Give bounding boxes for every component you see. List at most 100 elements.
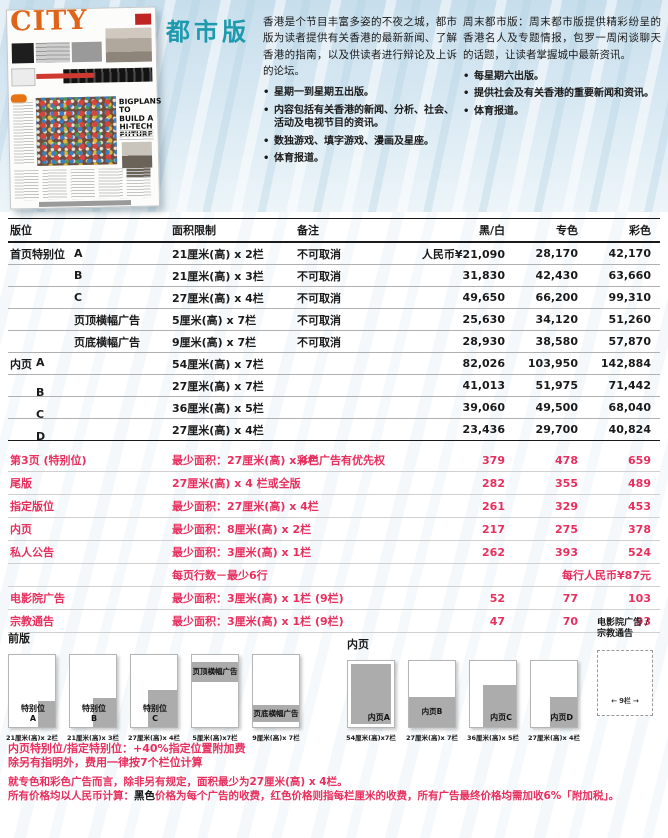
diagram-caption: 21厘米(高)x 2栏 <box>6 734 58 742</box>
price-bw-cell: 261 <box>482 499 505 513</box>
cinema-label-line1: 电影院广告 / <box>597 618 649 628</box>
position-subletter: D <box>36 429 46 443</box>
position-cell: 私人公告 <box>10 546 54 559</box>
price-spot-cell: 103,950 <box>527 357 578 370</box>
size-limit-cell: 5厘米(高) x 7栏 <box>172 313 257 327</box>
remark-cell: 不可取消 <box>297 269 341 283</box>
ad-area-shade <box>253 704 299 722</box>
inner-diagram-row: 内页A 54厘米(高)x7栏 内页B 27厘米(高)x 7栏 内页C 36厘米(高)x 5… <box>346 660 592 742</box>
page-diagram: 内页C 36厘米(高)x 5栏 <box>467 660 519 742</box>
newspaper-photo <box>105 27 153 63</box>
arrow-right-icon: → <box>632 696 639 705</box>
rate-row: 页顶横幅广告 5厘米(高) x 7栏 不可取消 25,630 34,120 51,260 <box>8 309 660 331</box>
diagram-caption: 27厘米(高)x 4栏 <box>128 734 180 742</box>
weekday-edition-description: 香港是个节目丰富多姿的不夜之城，都市版为读者提供有关香港的最新新闻、了解香港的指… <box>263 14 457 166</box>
price-color-cell: 42,170 <box>608 247 651 260</box>
page-diagram: 特别位 A 21厘米(高)x 2栏 <box>6 654 58 742</box>
position-label: 首页特别位 <box>10 247 65 261</box>
size-limit-cell: 9厘米(高) x 7栏 <box>172 335 257 349</box>
list-item: 体育报道。 <box>263 152 457 166</box>
size-limit-cell: 最少面积：3厘米(高) x 1栏 (9栏) <box>172 592 344 605</box>
weekday-intro: 香港是个节目丰富多姿的不夜之城，都市版为读者提供有关香港的最新新闻、了解香港的指… <box>263 16 457 77</box>
price-color-cell: 524 <box>628 545 651 559</box>
diagram-label: 内页D <box>550 713 573 722</box>
rate-row: 宗教通告 最少面积：3厘米(高) x 1栏 (9栏) 47 70 93 <box>8 610 660 633</box>
position-cell: 尾版 <box>10 477 32 490</box>
footnote-suffix: 价格则指每栏厘米的收费，所有广告最终价格均需加收6%「附加税」。 <box>291 789 620 802</box>
footnotes: 就专色和彩色广告而言，除非另有规定，面积最少为27厘米(高) x 4栏。 所有价… <box>8 776 663 803</box>
page-diagram-box: 特别位 B <box>69 654 117 728</box>
remark-cell: 不可取消 <box>297 335 341 349</box>
cinema-religious-diagram: 电影院广告 / 宗教通告 ← 9栏 → <box>597 618 659 716</box>
ad-area-shade <box>409 696 455 727</box>
rate-row: 第3页 (特别位) 最少面积：27厘米(高) x 4栏 彩色广告有优先权 379 478… <box>8 449 660 472</box>
newspaper-footer-bar <box>38 200 132 207</box>
newspaper-thumbnail: CITY BIGPLANS TO BUILD A HI-TECH FUTURE <box>5 4 161 210</box>
list-item: 数独游戏、填字游戏、漫画及星座。 <box>263 135 457 149</box>
page-diagram-box: 特别位 A <box>8 654 56 728</box>
ad-area-shade <box>482 684 516 727</box>
rate-row: 私人公告 最少面积：3厘米(高) x 1栏 262 393 524 <box>8 541 660 564</box>
position-subletter: B <box>36 385 45 399</box>
page-diagram-box: 内页C <box>469 660 517 728</box>
newspaper-front-page: CITY BIGPLANS TO BUILD A HI-TECH FUTURE <box>5 4 161 210</box>
rate-rows-red-section: 第3页 (特别位) 最少面积：27厘米(高) x 4栏 彩色广告有优先权 379 478… <box>8 449 660 633</box>
rate-row: C 27厘米(高) x 4栏 不可取消 49,650 66,200 99,310 <box>8 287 660 309</box>
size-limit-cell: 27厘米(高) x 4栏 <box>172 423 264 437</box>
front-section-diagrams: 前版 特别位 A 21厘米(高)x 2栏 特别位 B 21厘米(高)x 3栏 特别位 C 27厘… <box>6 630 338 742</box>
price-color-cell: 51,260 <box>608 313 651 326</box>
price-spot-cell: 34,120 <box>535 313 578 326</box>
newspaper-photo <box>71 41 103 63</box>
size-limit-cell: 27厘米(高) x 4 栏或全版 <box>172 477 301 490</box>
rate-rows-black-section: 首页特别位 A 21厘米(高) x 2栏 不可取消 人民币¥21,090 28,170 42… <box>8 243 660 443</box>
diagram-label: 特别位 C <box>143 704 167 723</box>
page-diagram: 页顶横幅广告 5厘米(高)x7栏 <box>191 654 239 742</box>
page-diagram-box: 内页B <box>408 660 456 728</box>
diagram-label: 特别位 B <box>82 704 106 723</box>
header-full-color: 彩色 <box>629 224 651 237</box>
price-bw-cell: 379 <box>482 453 505 467</box>
ad-area-shade <box>351 664 391 724</box>
newspaper-text-columns <box>119 129 154 141</box>
page-diagram: 内页D 27厘米(高)x 4栏 <box>528 660 580 742</box>
cinema-column-measure: ← 9栏 → <box>598 696 652 706</box>
weekday-bullet-list: 星期一到星期五出版。内容包括有关香港的新闻、分析、社会、活动及电视节目的资讯。数… <box>263 86 457 166</box>
footnote-size: 就专色和彩色广告而言，除非另有规定，面积最少为27厘米(高) x 4栏。 <box>8 776 348 788</box>
page-diagram: 内页A 54厘米(高)x7栏 <box>346 660 396 742</box>
price-spot-cell: 38,580 <box>535 335 578 348</box>
newspaper-photo <box>35 42 71 63</box>
page-diagram: 特别位 C 27厘米(高)x 4栏 <box>128 654 180 742</box>
header-spot-color: 专色 <box>556 224 578 237</box>
rate-table-header-row: 版位 面积限制 备注 黑/白 专色 彩色 <box>8 218 660 243</box>
diagram-caption: 27厘米(高)x 7栏 <box>406 734 458 742</box>
newspaper-index-box <box>11 67 36 87</box>
price-color-cell: 99,310 <box>608 291 651 304</box>
rate-row: 内页 A 54厘米(高) x 7栏 82,026 103,950 142,884 <box>8 353 660 375</box>
header-position: 版位 <box>10 224 32 237</box>
diagram-caption: 36厘米(高)x 5栏 <box>467 734 519 742</box>
newspaper-masthead: CITY <box>9 4 88 38</box>
position-cell: 内页 A <box>8 356 72 372</box>
remark-cell: 不可取消 <box>297 291 341 305</box>
position-cell: 第3页 (特别位) <box>10 454 87 467</box>
price-spot-cell: 355 <box>555 476 578 490</box>
price-color-cell: 378 <box>628 522 651 536</box>
header-remark: 备注 <box>297 224 319 237</box>
surcharge-notes: 内页特别位/指定特别位：+40%指定位置附加费除另有指明外，费用一律按7个栏位计… <box>8 742 246 770</box>
price-bw-cell: 39,060 <box>462 401 505 414</box>
rate-row: 电影院广告 最少面积：3厘米(高) x 1栏 (9栏) 52 77 103 <box>8 587 660 610</box>
diagram-caption: 27厘米(高)x 4栏 <box>528 734 580 742</box>
newspaper-photo <box>11 43 35 64</box>
price-color-cell: 453 <box>628 499 651 513</box>
per-line-rate-cell: 每行人民币¥87元 <box>562 569 651 582</box>
size-limit-cell: 36厘米(高) x 5栏 <box>172 401 264 415</box>
diagram-label: 特别位 A <box>21 704 45 723</box>
price-color-cell: 57,870 <box>608 335 651 348</box>
remark-cell: 不可取消 <box>297 313 341 327</box>
cinema-label-line2: 宗教通告 <box>597 629 634 640</box>
position-cell: 首页特别位 <box>8 246 72 262</box>
position-cell: 电影院广告 <box>10 592 65 605</box>
arrow-left-icon: ← <box>611 696 618 705</box>
page-diagram-box: 内页A <box>347 660 395 728</box>
price-bw-cell: 28,930 <box>462 335 505 348</box>
